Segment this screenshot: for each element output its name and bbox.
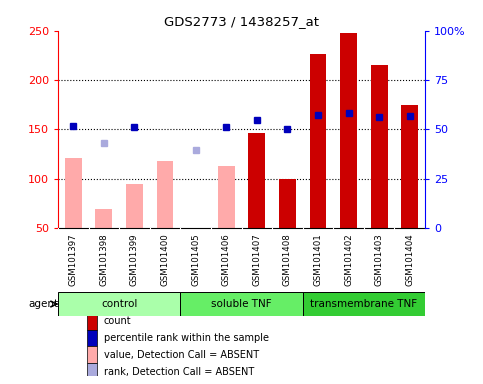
Text: GSM101402: GSM101402 xyxy=(344,233,353,286)
Bar xyxy=(87,363,97,380)
Bar xyxy=(126,184,143,228)
Text: GSM101397: GSM101397 xyxy=(69,233,78,286)
Bar xyxy=(340,33,357,228)
Bar xyxy=(87,329,97,346)
Text: GSM101398: GSM101398 xyxy=(99,233,108,286)
Text: GSM101408: GSM101408 xyxy=(283,233,292,286)
Text: GSM101405: GSM101405 xyxy=(191,233,200,286)
Bar xyxy=(180,292,303,316)
Text: count: count xyxy=(104,316,131,326)
Text: rank, Detection Call = ABSENT: rank, Detection Call = ABSENT xyxy=(104,366,254,377)
Text: control: control xyxy=(101,299,137,309)
Text: GSM101399: GSM101399 xyxy=(130,233,139,286)
Bar xyxy=(96,209,112,228)
Bar xyxy=(401,105,418,228)
Text: GSM101401: GSM101401 xyxy=(313,233,323,286)
Bar xyxy=(371,65,387,228)
Text: GSM101403: GSM101403 xyxy=(375,233,384,286)
Text: transmembrane TNF: transmembrane TNF xyxy=(310,299,417,309)
Title: GDS2773 / 1438257_at: GDS2773 / 1438257_at xyxy=(164,15,319,28)
Text: GSM101407: GSM101407 xyxy=(252,233,261,286)
Text: percentile rank within the sample: percentile rank within the sample xyxy=(104,333,269,343)
Bar xyxy=(279,179,296,228)
Bar xyxy=(65,158,82,228)
Bar xyxy=(87,313,97,329)
Bar xyxy=(303,292,425,316)
Bar xyxy=(156,161,173,228)
Bar xyxy=(218,166,235,228)
Text: agent: agent xyxy=(28,299,58,309)
Bar xyxy=(310,55,327,228)
Bar xyxy=(248,133,265,228)
Bar xyxy=(87,346,97,363)
Bar xyxy=(58,292,180,316)
Text: GSM101400: GSM101400 xyxy=(160,233,170,286)
Text: value, Detection Call = ABSENT: value, Detection Call = ABSENT xyxy=(104,350,259,360)
Text: soluble TNF: soluble TNF xyxy=(211,299,272,309)
Text: GSM101406: GSM101406 xyxy=(222,233,231,286)
Text: GSM101404: GSM101404 xyxy=(405,233,414,286)
